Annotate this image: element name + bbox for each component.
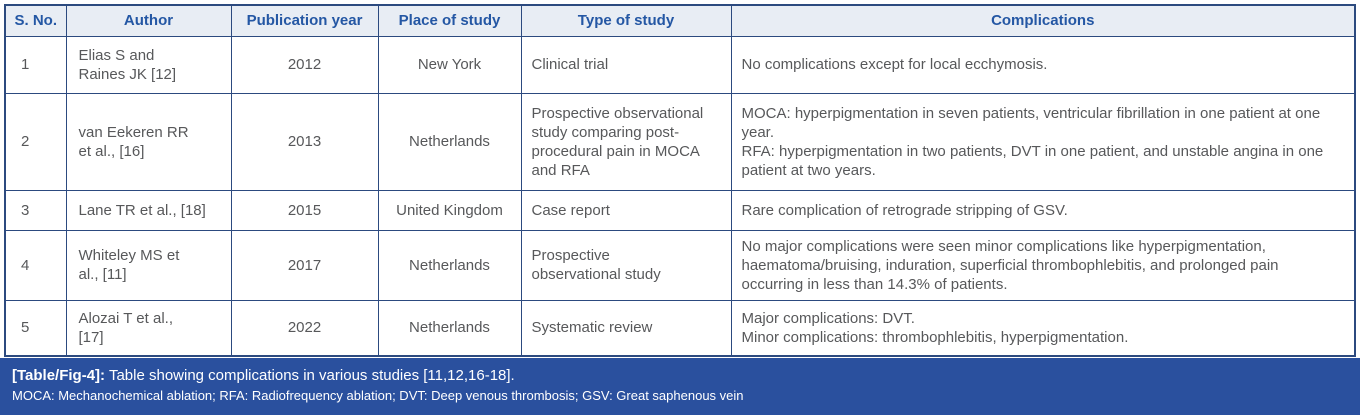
col-header-publication-year: Publication year	[230, 4, 379, 37]
figure-caption-bar: [Table/Fig-4]: Table showing complicatio…	[0, 358, 1360, 415]
cell-complications: No major complications were seen minor c…	[730, 229, 1356, 301]
cell-place: Netherlands	[377, 299, 522, 357]
cell-complications: No complications except for local ecchym…	[730, 35, 1356, 94]
cell-place: New York	[377, 35, 522, 94]
cell-sno: 1	[4, 35, 67, 94]
table-row: 5 Alozai T et al., [17] 2022 Netherlands…	[4, 299, 1356, 357]
col-header-author: Author	[65, 4, 232, 37]
cell-type: Prospective observational study	[520, 229, 732, 301]
cell-sno: 2	[4, 92, 67, 191]
cell-author: Lane TR et al., [18]	[65, 189, 232, 231]
col-header-complications: Complications	[730, 4, 1356, 37]
cell-year: 2015	[230, 189, 379, 231]
cell-author: van Eekeren RR et al., [16]	[65, 92, 232, 191]
figure-caption-text: Table showing complications in various s…	[105, 367, 515, 384]
cell-sno: 3	[4, 189, 67, 231]
cell-complications: MOCA: hyperpigmentation in seven patient…	[730, 92, 1356, 191]
table-row: 1 Elias S and Raines JK [12] 2012 New Yo…	[4, 35, 1356, 94]
cell-place: Netherlands	[377, 229, 522, 301]
cell-complications: Major complications: DVT. Minor complica…	[730, 299, 1356, 357]
cell-type: Systematic review	[520, 299, 732, 357]
cell-year: 2012	[230, 35, 379, 94]
cell-sno: 4	[4, 229, 67, 301]
cell-type: Clinical trial	[520, 35, 732, 94]
figure-caption: [Table/Fig-4]: Table showing complicatio…	[12, 365, 1348, 386]
abbreviation-note: MOCA: Mechanochemical ablation; RFA: Rad…	[12, 388, 744, 403]
col-header-place-of-study: Place of study	[377, 4, 522, 37]
header-row: S. No. Author Publication year Place of …	[4, 4, 1356, 37]
cell-complications: Rare complication of retrograde strippin…	[730, 189, 1356, 231]
figure-caption-label: [Table/Fig-4]:	[12, 367, 106, 384]
table-row: 4 Whiteley MS et al., [11] 2017 Netherla…	[4, 229, 1356, 301]
cell-author: Elias S and Raines JK [12]	[65, 35, 232, 94]
cell-place: Netherlands	[377, 92, 522, 191]
cell-type: Case report	[520, 189, 732, 231]
cell-place: United Kingdom	[377, 189, 522, 231]
cell-sno: 5	[4, 299, 67, 357]
cell-author: Whiteley MS et al., [11]	[65, 229, 232, 301]
table-row: 3 Lane TR et al., [18] 2015 United Kingd…	[4, 189, 1356, 231]
col-header-type-of-study: Type of study	[520, 4, 732, 37]
cell-year: 2022	[230, 299, 379, 357]
cell-year: 2017	[230, 229, 379, 301]
cell-year: 2013	[230, 92, 379, 191]
complications-table: S. No. Author Publication year Place of …	[4, 4, 1356, 357]
cell-type: Prospective observational study comparin…	[520, 92, 732, 191]
table-row: 2 van Eekeren RR et al., [16] 2013 Nethe…	[4, 92, 1356, 191]
col-header-sno: S. No.	[4, 4, 67, 37]
cell-author: Alozai T et al., [17]	[65, 299, 232, 357]
